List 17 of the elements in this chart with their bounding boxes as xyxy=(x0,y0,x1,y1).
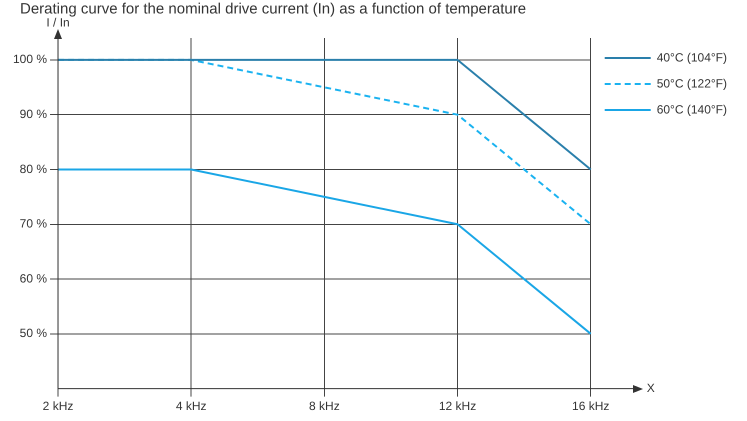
chart-title: Derating curve for the nominal drive current (In) as a function of temperature xyxy=(20,0,526,18)
y-tick-label: 50 % xyxy=(20,326,48,340)
legend-label: 60°C (140°F) xyxy=(656,102,728,116)
y-tick-label: 80 % xyxy=(20,162,48,176)
x-tick-label: 2 kHz xyxy=(42,399,74,414)
y-tick-label: 90 % xyxy=(20,107,48,122)
x-tick-label: 16 kHz xyxy=(572,399,610,414)
x-axis-title: X xyxy=(646,380,655,395)
y-tick-label: 100 % xyxy=(12,52,48,66)
x-tick-label: 8 kHz xyxy=(309,399,340,414)
y-tick-label: 60 % xyxy=(20,271,48,286)
y-tick-label: 70 % xyxy=(20,216,48,231)
x-tick-label: 4 kHz xyxy=(176,399,207,414)
y-axis-title: I / In xyxy=(46,15,70,30)
legend-label: 40°C (104°F) xyxy=(656,50,728,64)
legend-label: 50°C (122°F) xyxy=(656,76,728,90)
x-tick-label: 12 kHz xyxy=(438,399,476,414)
